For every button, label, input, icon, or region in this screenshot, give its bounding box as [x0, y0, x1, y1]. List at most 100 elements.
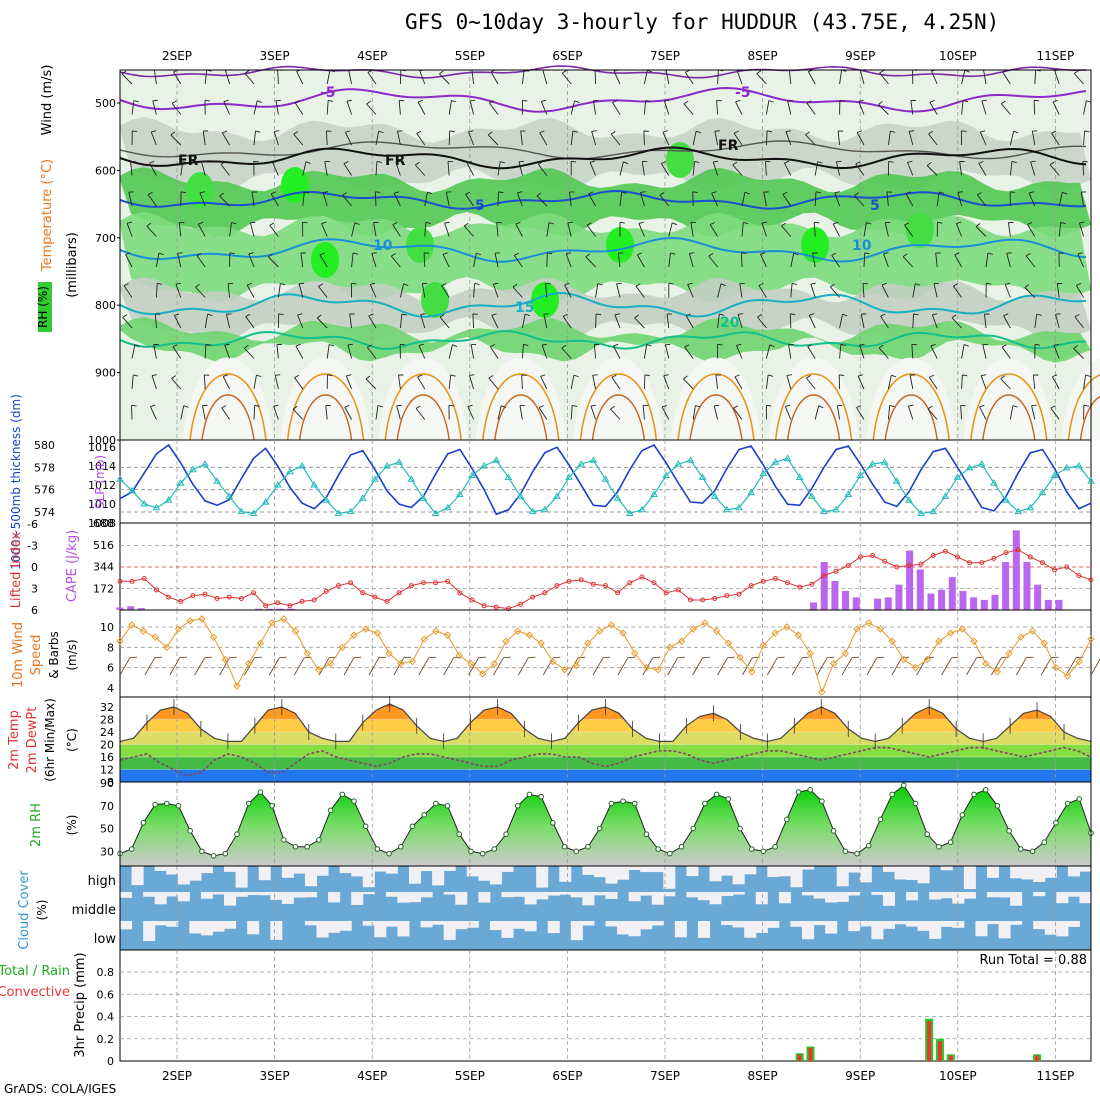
slp-point: [201, 460, 209, 467]
wind-barb: [765, 374, 774, 390]
wind-barb: [173, 313, 182, 329]
rh-point: [702, 800, 708, 807]
wind-speed-point: [268, 619, 276, 627]
wind-barb: [171, 100, 182, 115]
cloud-cell: [986, 866, 1000, 878]
pressure-units-label: (millibars): [65, 232, 80, 298]
wind-barb: [516, 191, 523, 207]
wind-barb: [199, 191, 206, 207]
wind-barb: [736, 343, 743, 359]
wind-barb: [814, 405, 824, 420]
wind-barb: [1058, 191, 1068, 207]
rh-point: [339, 791, 346, 798]
temp-contour-20: [119, 330, 1086, 350]
boundary-layer-dome: [280, 357, 371, 440]
cloud-cell: [420, 866, 433, 872]
cloud-cell: [721, 921, 734, 926]
temp-band: [120, 769, 1091, 782]
wind-barb: [933, 282, 940, 298]
cloud-cell: [1033, 921, 1046, 930]
lifted-index-point: [954, 554, 960, 560]
wind-barb: [418, 343, 426, 359]
rh-point: [772, 843, 778, 850]
y-tick-label: 32: [100, 701, 114, 714]
cloud-cell: [501, 866, 514, 872]
wind-barb: [520, 130, 526, 146]
slp-point: [553, 492, 561, 499]
wind-barb: [155, 252, 164, 268]
precip-frame: [119, 949, 1092, 1062]
wind-barb: [715, 374, 721, 390]
cloud-cell: [836, 866, 849, 887]
wind-barb: [373, 221, 379, 237]
y-tick-label: 90: [100, 777, 114, 790]
cloud-cell: [640, 866, 653, 873]
lifted-index-point: [991, 555, 997, 561]
wind-barb: [855, 161, 865, 176]
rh-point: [830, 828, 837, 834]
lifted-index-point: [663, 590, 669, 596]
wind-speed-point: [432, 627, 440, 635]
cloud-cell: [697, 892, 711, 901]
cloud-cell: [154, 921, 167, 926]
slp-point: [1038, 488, 1047, 496]
wind-speed-point: [280, 615, 288, 623]
wind-speed-point: [361, 625, 370, 633]
wind-speed-point: [350, 631, 358, 639]
cloud-cell: [559, 866, 572, 882]
wind-barb: [907, 160, 914, 176]
wind-barb: [883, 252, 889, 268]
wind-barb: [171, 375, 182, 390]
wind-barb: [494, 252, 501, 268]
wind-barb: [936, 191, 945, 207]
rh-point: [550, 820, 556, 826]
wind-speed-point: [549, 657, 557, 666]
wind-barb: [155, 282, 163, 298]
rh-2m-series: [119, 784, 1092, 857]
slp-point: [480, 462, 489, 469]
slp-point: [589, 456, 598, 463]
slp-point: [844, 490, 853, 497]
wind-barb: [879, 69, 889, 85]
wind-barb: [416, 130, 426, 146]
wind-barb: [661, 404, 670, 420]
wind-barb: [763, 191, 769, 207]
wind-barb: [611, 374, 621, 390]
precip-convective-bar: [797, 1054, 802, 1061]
wind-barb: [324, 160, 330, 176]
wind-barb: [197, 221, 206, 237]
wind-barb: [1031, 404, 1037, 420]
wind-barb: [829, 283, 840, 298]
lifted-index-point: [251, 590, 257, 596]
rh-point: [421, 812, 427, 818]
cloud-cell: [501, 921, 514, 938]
rh-point: [760, 848, 767, 855]
wind-barb: [447, 160, 453, 176]
cloud-cell: [986, 921, 1000, 925]
slp-point: [128, 486, 137, 494]
cloud-cell: [732, 866, 745, 885]
wind-barb: [229, 222, 237, 237]
precip-convective-bar: [1035, 1055, 1040, 1061]
lifted-index-point: [918, 561, 924, 567]
wind-barb: [764, 160, 771, 176]
wind-speed-point: [946, 629, 955, 637]
wind-barb: [1032, 374, 1039, 390]
cloud-cell: [755, 921, 768, 933]
wind-speed-point: [982, 659, 990, 668]
cloud-cell: [316, 866, 329, 876]
lifted-index-point: [979, 560, 985, 566]
wind-barb: [1009, 405, 1018, 420]
wind-barb: [122, 314, 133, 329]
cloud-cell: [663, 866, 676, 889]
wind-barb: [368, 313, 377, 329]
y-tick-label-left: 6: [31, 604, 38, 617]
cape-bar: [820, 561, 828, 610]
cloud-cell: [1079, 866, 1092, 872]
wind-barb: [1079, 221, 1085, 237]
surface-wind-barb: [1040, 656, 1059, 676]
temp-axis-title-2: 2m DewPt: [25, 707, 40, 774]
wind-speed-point: [514, 627, 522, 635]
wind-barb: [643, 374, 650, 390]
wind-barb: [546, 252, 553, 268]
